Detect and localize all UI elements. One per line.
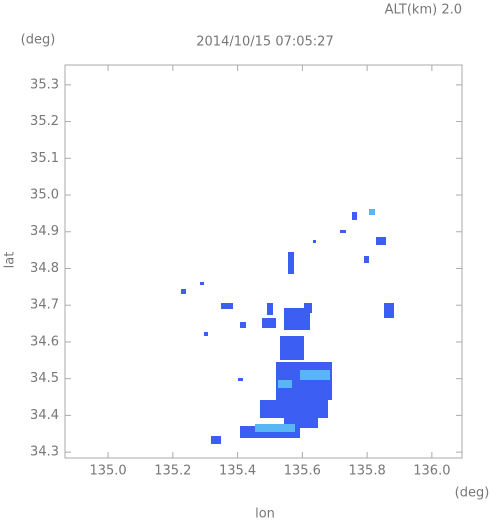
echo-cell <box>340 230 346 233</box>
echo-cell <box>262 318 276 328</box>
echo-cell <box>204 332 208 336</box>
x-tick-label: 135.2 <box>154 464 191 479</box>
y-tick-label: 35.0 <box>30 188 59 203</box>
x-tick-label: 136.0 <box>413 464 450 479</box>
y-tick-label: 34.9 <box>30 224 59 239</box>
altitude-label: ALT(km) 2.0 <box>385 3 462 18</box>
y-tick-label: 34.5 <box>30 371 59 386</box>
y-axis-label: lat <box>3 252 18 269</box>
echo-cell <box>304 303 312 313</box>
y-tick-label: 34.6 <box>30 334 59 349</box>
echo-cell <box>200 282 204 285</box>
y-tick-label: 34.8 <box>30 261 59 276</box>
x-tick-label: 135.8 <box>349 464 386 479</box>
echo-cell <box>288 252 294 274</box>
radar-echo <box>181 209 394 444</box>
y-tick-label: 35.2 <box>30 114 59 129</box>
plot-frame <box>64 64 463 459</box>
echo-cell <box>352 212 357 220</box>
echo-cell <box>300 370 330 380</box>
echo-cell <box>240 322 246 328</box>
echo-cell <box>221 303 233 309</box>
echo-cell <box>211 436 221 444</box>
echo-cell <box>181 289 186 294</box>
x-tick-label: 135.4 <box>219 464 256 479</box>
echo-cell <box>376 237 386 245</box>
x-unit: (deg) <box>455 486 490 501</box>
y-tick-label: 35.3 <box>30 77 59 92</box>
echo-cell <box>260 400 328 418</box>
y-tick-label: 34.3 <box>30 445 59 460</box>
echo-cell <box>284 308 310 330</box>
echo-cell <box>267 303 273 315</box>
x-tick-label: 135.6 <box>284 464 321 479</box>
y-tick-label: 35.1 <box>30 151 59 166</box>
echo-cell <box>384 303 394 318</box>
echo-cell <box>313 240 316 243</box>
echo-cell <box>238 378 243 381</box>
echo-cell <box>369 209 375 215</box>
y-unit: (deg) <box>21 33 56 48</box>
echo-cell <box>278 380 292 388</box>
echo-cell <box>364 256 369 263</box>
echo-cell <box>280 336 304 360</box>
chart-title: 2014/10/15 07:05:27 <box>196 35 333 50</box>
y-tick-label: 34.4 <box>30 408 59 423</box>
x-tick-label: 135.0 <box>89 464 126 479</box>
echo-cell <box>284 418 318 428</box>
y-tick-label: 34.7 <box>30 298 59 313</box>
x-axis-label: lon <box>255 507 275 521</box>
echo-cell <box>255 424 295 432</box>
